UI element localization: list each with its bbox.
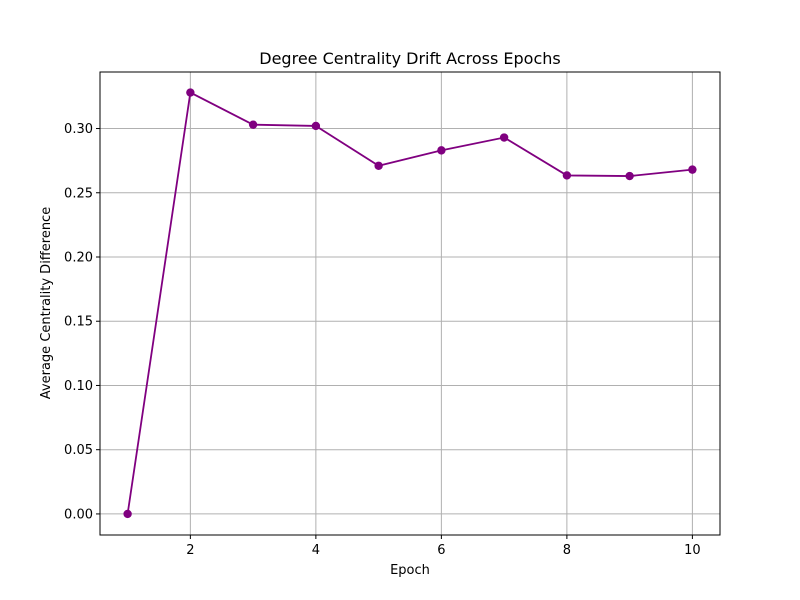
plot-frame [99,71,721,536]
data-point [625,171,634,181]
x-axis-label: Epoch [390,563,430,578]
data-point [374,161,383,170]
x-tick-label: 8 [563,543,571,558]
x-tick-label: 10 [684,543,701,558]
y-tick-label: 0.10 [64,379,93,394]
chart-title: Degree Centrality Drift Across Epochs [259,49,560,68]
data-point [248,120,258,129]
data-point [688,165,697,174]
y-tick-label: 0.30 [64,122,93,137]
data-point [186,88,195,97]
data-point [499,133,509,142]
x-tick-label: 4 [312,543,320,558]
data-point [562,171,572,180]
y-axis-ticks: 0.00 0.05 0.10 0.15 0.20 0.25 0.30 [64,122,100,522]
data-point [311,121,321,131]
y-axis-label: Average Centrality Difference [39,207,54,399]
x-tick-label: 6 [437,543,445,558]
x-axis-ticks: 2 4 6 8 10 [186,535,701,558]
y-tick-label: 0.25 [64,186,93,201]
grid [100,72,720,535]
x-tick-label: 2 [186,543,194,558]
y-tick-label: 0.15 [64,315,93,330]
y-tick-label: 0.20 [64,250,93,265]
data-point [123,509,132,519]
series-line [126,91,693,515]
series-layer [123,88,697,519]
y-tick-label: 0.05 [64,443,93,458]
y-tick-label: 0.00 [64,507,93,522]
data-point [437,146,446,155]
